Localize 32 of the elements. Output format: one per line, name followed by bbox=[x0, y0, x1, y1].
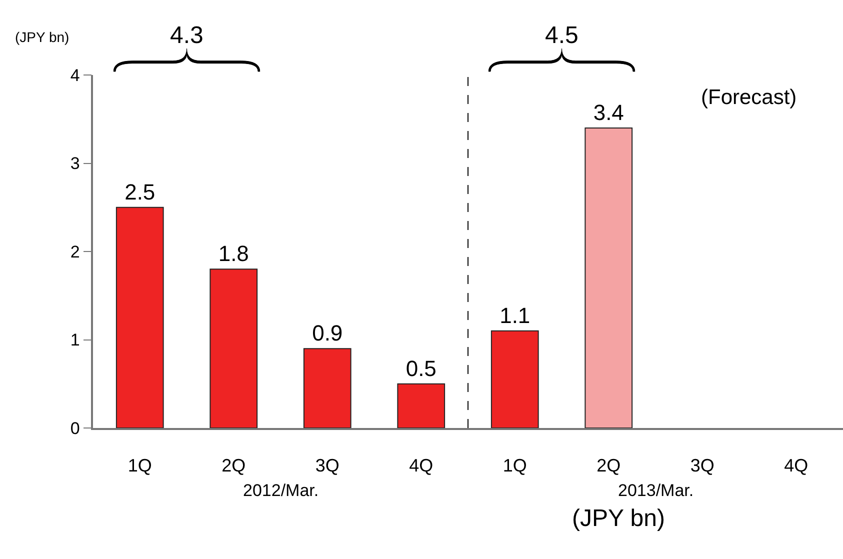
y-tick-label: 1 bbox=[70, 330, 80, 350]
data-label: 0.9 bbox=[312, 320, 343, 346]
x-tick-label: 4Q bbox=[784, 455, 808, 476]
text: (JPY bn) bbox=[572, 505, 665, 532]
y-tick-label: 2 bbox=[70, 242, 80, 262]
y-axis-title: (JPY bn) bbox=[15, 29, 70, 45]
bar bbox=[490, 330, 539, 428]
x-tick-label: 4Q bbox=[409, 455, 434, 476]
text: 2013/Mar. bbox=[618, 481, 694, 500]
y-tick-label: 3 bbox=[70, 154, 80, 174]
bar bbox=[210, 268, 258, 428]
data-label: 2.5 bbox=[124, 179, 156, 204]
x-tick-label: 3Q bbox=[690, 455, 714, 476]
x-tick-label: 2Q bbox=[222, 455, 246, 476]
bar bbox=[116, 206, 164, 428]
x-tick-label: 1Q bbox=[502, 455, 527, 476]
annotation: (Forecast) bbox=[701, 86, 797, 109]
y-tick-label: 0 bbox=[70, 418, 80, 438]
bar bbox=[303, 348, 352, 428]
text: 4.3 bbox=[170, 22, 204, 49]
text: 4.5 bbox=[545, 22, 578, 49]
bar bbox=[397, 383, 446, 428]
data-label: 0.5 bbox=[406, 356, 436, 381]
data-label: 1.1 bbox=[500, 302, 530, 328]
data-label: 3.4 bbox=[593, 100, 624, 125]
data-label: 1.8 bbox=[218, 241, 249, 266]
x-tick-label: 3Q bbox=[315, 455, 340, 476]
bar bbox=[584, 127, 633, 428]
text: 2012/Mar. bbox=[243, 481, 319, 500]
y-tick-label: 4 bbox=[70, 66, 80, 85]
x-tick-label: 2Q bbox=[596, 455, 621, 476]
x-tick-label: 1Q bbox=[128, 455, 152, 476]
